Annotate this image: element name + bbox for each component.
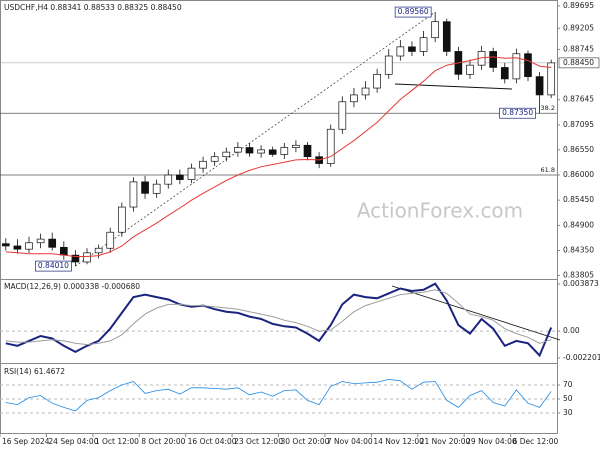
macd-line xyxy=(5,289,552,346)
trendline xyxy=(75,11,436,267)
candle-body xyxy=(512,53,521,80)
y-tick-label: 0.87095 xyxy=(563,120,594,129)
candle-body xyxy=(106,231,115,249)
candle-body xyxy=(176,174,184,180)
x-tick-label: 21 Nov 20:00 xyxy=(420,437,471,446)
y-tick-label: 0.00 xyxy=(563,326,580,335)
annotation-label: 0.87350 xyxy=(502,108,533,117)
candle-body xyxy=(303,144,312,158)
y-tick-label: 0.89205 xyxy=(563,23,594,32)
candle-body xyxy=(268,149,277,155)
candle-body xyxy=(535,76,544,96)
candle-body xyxy=(222,151,231,158)
macd-line xyxy=(5,282,553,358)
y-tick-label: 70 xyxy=(563,380,573,389)
neckline xyxy=(394,83,513,90)
candle-body xyxy=(129,181,138,208)
candle-body xyxy=(48,238,57,248)
y-tick-label: 0.83805 xyxy=(563,270,594,279)
candle-body xyxy=(199,160,207,169)
fib-label: 61.8 xyxy=(541,166,555,174)
candle-body xyxy=(292,144,300,148)
x-tick-label: 29 Nov 04:00 xyxy=(466,437,517,446)
candle-body xyxy=(466,64,474,75)
candle-body xyxy=(361,87,370,96)
x-tick-label: 1 Oct 12:00 xyxy=(95,437,139,446)
candle-body xyxy=(59,246,68,256)
macd-label: MACD(12,26,9) 0.000338 -0.000680 xyxy=(4,282,140,291)
annotation-label: 0.89560 xyxy=(398,7,429,16)
candle-body xyxy=(431,21,439,39)
y-tick-label: 0.003873 xyxy=(563,279,599,288)
x-tick-label: 24 Sep 04:00 xyxy=(48,437,98,446)
plot-frame xyxy=(0,0,558,434)
moving-average xyxy=(5,56,552,257)
watermark: ActionForex.com xyxy=(357,199,523,223)
last-price-box xyxy=(558,57,600,69)
x-tick-label: 16 Oct 04:00 xyxy=(188,437,237,446)
x-tick-label: 8 Oct 20:00 xyxy=(141,437,185,446)
candle-body xyxy=(36,238,45,244)
annotation-box xyxy=(394,6,432,18)
annotation-box xyxy=(499,107,536,119)
candle-body xyxy=(280,147,289,155)
candle-body xyxy=(94,247,103,254)
candle-body xyxy=(384,55,393,75)
y-tick-label: 0.88745 xyxy=(563,44,594,53)
y-tick-label: 0.85450 xyxy=(563,195,594,204)
candle-body xyxy=(234,147,242,153)
candle-body xyxy=(373,73,381,89)
y-tick-label: -0.002201 xyxy=(563,353,600,362)
x-tick-label: 6 Dec 12:00 xyxy=(513,437,559,446)
candle-body xyxy=(25,242,33,250)
y-tick-label: 0.84900 xyxy=(563,220,594,229)
x-tick-label: 7 Nov 04:00 xyxy=(327,437,373,446)
y-tick-label: 30 xyxy=(563,408,573,417)
candle-body xyxy=(245,147,254,154)
candle-body xyxy=(524,53,532,77)
y-tick-label: 0.89695 xyxy=(563,1,594,10)
candle-body xyxy=(152,183,161,194)
candle-body xyxy=(187,167,196,180)
candle-body xyxy=(141,181,149,194)
x-tick-label: 16 Sep 2024 xyxy=(2,437,50,446)
candle-body xyxy=(489,51,498,68)
candle-body xyxy=(547,62,556,96)
candle-body xyxy=(13,245,22,250)
y-tick-label: 50 xyxy=(563,394,573,403)
chart-title: USDCHF,H4 0.88341 0.88533 0.88325 0.8845… xyxy=(4,3,182,12)
y-tick-label: 0.86000 xyxy=(563,170,594,179)
candle-body xyxy=(350,94,358,103)
candle-body xyxy=(71,254,80,263)
rsi-line xyxy=(5,378,552,412)
last-price-label: 0.88450 xyxy=(563,58,594,67)
y-tick-label: 0.86550 xyxy=(563,145,594,154)
y-tick-label: 0.84350 xyxy=(563,246,594,255)
candle-body xyxy=(500,67,509,80)
fib-label: 38.2 xyxy=(541,104,555,112)
candle-body xyxy=(408,46,416,52)
macd-trendline xyxy=(391,285,561,341)
candle-body xyxy=(396,46,405,57)
annotation-box xyxy=(35,260,72,272)
candle-body xyxy=(164,174,173,185)
candle-body xyxy=(442,21,451,52)
candle-body xyxy=(338,101,347,130)
candle-body xyxy=(1,243,10,247)
candle-body xyxy=(257,149,265,154)
x-tick-label: 30 Oct 20:00 xyxy=(281,437,330,446)
y-tick-label: 0.87645 xyxy=(563,95,594,104)
candle-body xyxy=(83,252,91,263)
rsi-label: RSI(14) 61.4672 xyxy=(4,367,65,376)
x-tick-label: 14 Nov 12:00 xyxy=(373,437,424,446)
candle-body xyxy=(419,37,428,52)
candle-body xyxy=(118,206,126,233)
candle-body xyxy=(210,156,219,162)
annotation-label: 0.84010 xyxy=(38,261,69,270)
candle-body xyxy=(326,128,335,164)
x-tick-label: 23 Oct 12:00 xyxy=(234,437,283,446)
